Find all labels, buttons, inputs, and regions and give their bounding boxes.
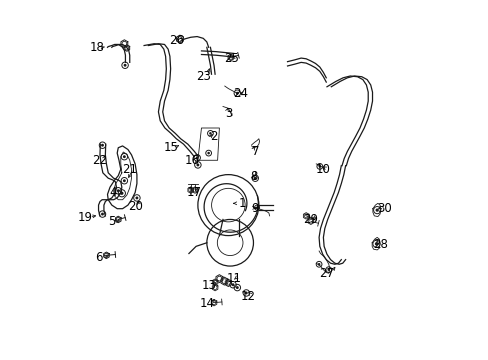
Circle shape xyxy=(231,283,234,286)
Text: 9: 9 xyxy=(251,202,259,215)
Circle shape xyxy=(117,189,120,192)
Text: 17: 17 xyxy=(186,186,202,199)
Text: 26: 26 xyxy=(168,33,183,47)
Text: 2: 2 xyxy=(210,130,217,144)
Text: 19: 19 xyxy=(77,211,92,224)
Circle shape xyxy=(122,179,125,182)
Text: 21: 21 xyxy=(122,163,137,176)
Text: 25: 25 xyxy=(224,51,239,64)
Text: 27: 27 xyxy=(319,267,334,280)
Circle shape xyxy=(244,292,247,294)
Text: 4: 4 xyxy=(110,186,117,199)
Circle shape xyxy=(375,208,378,212)
Circle shape xyxy=(209,132,211,135)
Circle shape xyxy=(120,192,123,195)
Text: 8: 8 xyxy=(249,170,257,183)
Circle shape xyxy=(327,268,329,271)
Text: 20: 20 xyxy=(127,201,142,213)
Text: 13: 13 xyxy=(201,279,216,292)
Text: 6: 6 xyxy=(95,251,103,264)
Text: 14: 14 xyxy=(199,297,214,310)
Text: 15: 15 xyxy=(163,141,178,154)
Circle shape xyxy=(195,156,198,159)
Text: 30: 30 xyxy=(376,202,391,215)
Circle shape xyxy=(101,213,104,216)
Circle shape xyxy=(255,207,258,209)
Circle shape xyxy=(122,155,125,158)
Text: 11: 11 xyxy=(226,272,241,285)
Circle shape xyxy=(135,197,138,199)
Text: 16: 16 xyxy=(184,154,200,167)
Circle shape xyxy=(235,286,238,289)
Text: 22: 22 xyxy=(92,154,106,167)
Circle shape xyxy=(253,177,256,180)
Circle shape xyxy=(207,152,209,154)
Text: 7: 7 xyxy=(251,145,259,158)
Circle shape xyxy=(318,165,321,168)
Circle shape xyxy=(101,144,104,147)
Text: 5: 5 xyxy=(108,215,115,228)
Text: 23: 23 xyxy=(195,69,210,82)
Text: 28: 28 xyxy=(372,238,387,251)
Circle shape xyxy=(317,263,320,266)
Text: 24: 24 xyxy=(233,87,248,100)
Text: 1: 1 xyxy=(239,197,246,210)
Circle shape xyxy=(235,92,238,95)
Text: 29: 29 xyxy=(303,213,318,226)
Text: 12: 12 xyxy=(240,290,255,303)
Circle shape xyxy=(123,64,126,67)
Circle shape xyxy=(196,163,199,166)
Text: 10: 10 xyxy=(315,163,330,176)
Circle shape xyxy=(374,242,377,246)
Text: 3: 3 xyxy=(224,107,232,120)
Text: 18: 18 xyxy=(90,41,105,54)
